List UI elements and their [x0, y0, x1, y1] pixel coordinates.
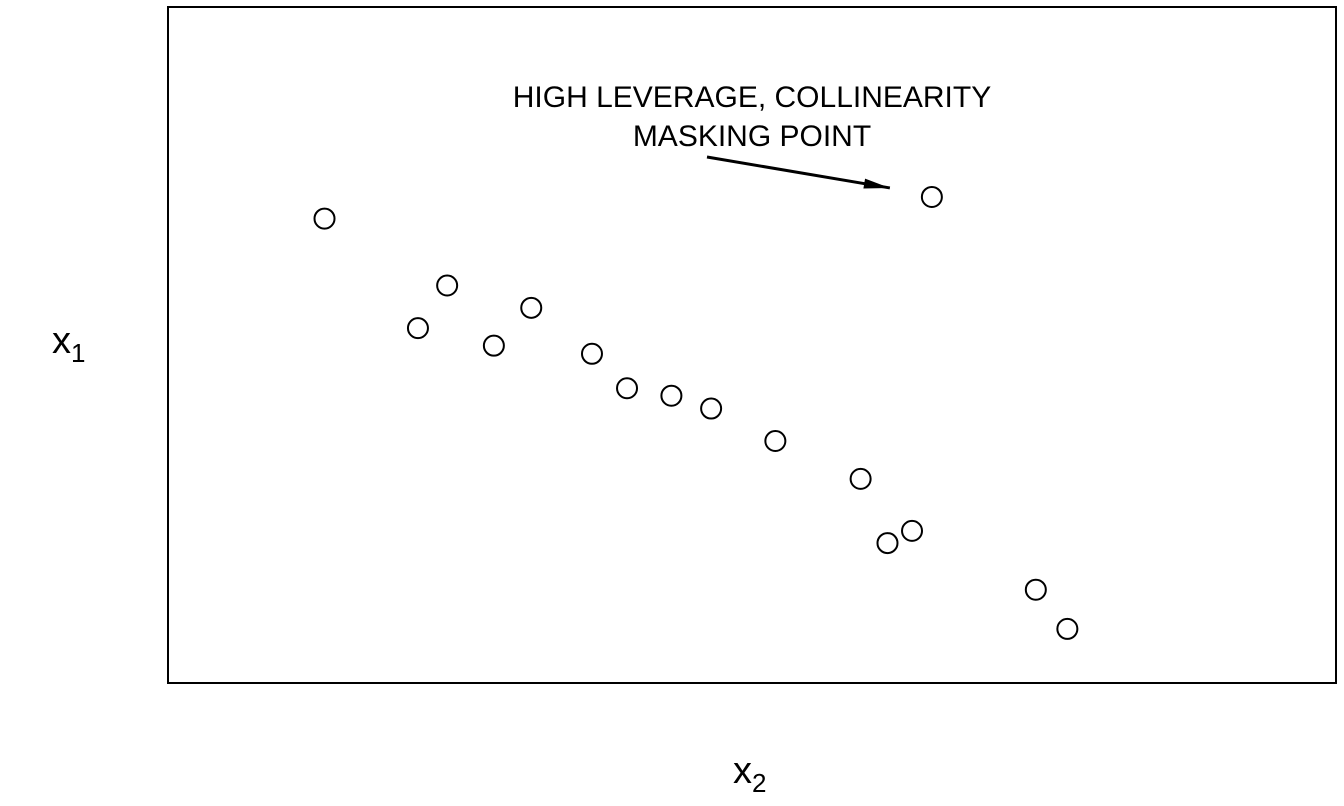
annotation-arrow	[706, 155, 891, 190]
data-point-5	[520, 296, 543, 319]
data-point-16	[1056, 617, 1079, 640]
data-point-14	[920, 185, 943, 208]
points-layer	[313, 185, 1079, 640]
plot-frame	[167, 6, 1337, 684]
data-point-15	[1024, 578, 1047, 601]
data-point-8	[660, 384, 683, 407]
data-point-2	[406, 317, 429, 340]
data-point-12	[876, 532, 899, 555]
annotation-arrow-shaft	[706, 155, 891, 190]
data-point-11	[849, 467, 872, 490]
data-point-13	[901, 519, 924, 542]
data-point-9	[700, 397, 723, 420]
annotation-arrow-head	[863, 178, 890, 189]
y-axis-label: x1	[52, 320, 86, 368]
data-point-10	[764, 429, 787, 452]
annotation-line-2: MASKING POINT	[632, 120, 872, 153]
x-axis-label: x2	[733, 750, 767, 798]
data-point-3	[436, 274, 459, 297]
data-point-1	[313, 207, 336, 230]
annotation-line-1: HIGH LEVERAGE, COLLINEARITY	[512, 81, 992, 114]
data-point-6	[580, 342, 603, 365]
data-point-7	[616, 377, 639, 400]
data-point-4	[482, 334, 505, 357]
